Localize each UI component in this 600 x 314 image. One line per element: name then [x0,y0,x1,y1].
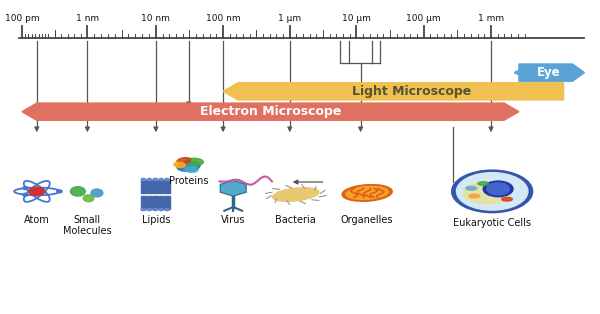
Ellipse shape [502,197,512,201]
Text: 100 nm: 100 nm [206,14,241,23]
Bar [165,181,170,193]
Text: 1 mm: 1 mm [478,14,504,23]
Circle shape [159,178,163,181]
Ellipse shape [342,185,392,201]
Bar [147,181,152,193]
Text: Light Microscope: Light Microscope [352,85,471,98]
Ellipse shape [272,188,319,201]
Text: Organelles: Organelles [341,215,394,225]
Circle shape [483,181,513,197]
Circle shape [29,187,45,196]
Bar [159,181,164,193]
Circle shape [153,178,157,181]
Bar [153,181,158,193]
Text: Electron Microscope: Electron Microscope [200,105,341,118]
Circle shape [141,178,145,181]
Polygon shape [223,83,563,100]
Circle shape [57,190,62,193]
Bar [147,196,152,208]
Circle shape [165,208,169,211]
Circle shape [23,187,28,190]
Ellipse shape [469,194,479,198]
Text: Proteins: Proteins [169,176,208,186]
Circle shape [147,208,151,211]
Circle shape [147,178,151,181]
Polygon shape [22,103,519,120]
Text: Bacteria: Bacteria [275,215,316,225]
Ellipse shape [185,158,203,165]
Ellipse shape [174,162,185,167]
Text: 10 nm: 10 nm [142,14,170,23]
Polygon shape [519,64,584,81]
Text: Small
Molecules: Small Molecules [63,215,112,236]
Bar [141,196,146,208]
Bar [159,196,164,208]
Text: Eukaryotic Cells: Eukaryotic Cells [453,218,531,228]
Circle shape [23,193,28,196]
Circle shape [457,173,528,210]
Text: 100 pm: 100 pm [5,14,39,23]
Text: 1 nm: 1 nm [76,14,99,23]
Ellipse shape [177,158,191,164]
Text: Atom: Atom [24,215,50,225]
Ellipse shape [177,161,200,171]
Ellipse shape [464,182,511,204]
Text: 1 μm: 1 μm [278,14,301,23]
Text: Eye: Eye [537,66,560,79]
Ellipse shape [478,182,488,186]
Circle shape [153,208,157,211]
Ellipse shape [83,195,94,202]
Text: Virus: Virus [221,215,245,225]
Text: 100 μm: 100 μm [406,14,441,23]
Ellipse shape [466,187,476,190]
Polygon shape [220,181,246,196]
Circle shape [165,178,169,181]
Circle shape [141,208,145,211]
Bar [165,196,170,208]
Circle shape [159,208,163,211]
Ellipse shape [91,189,103,197]
Text: 10 μm: 10 μm [342,14,371,23]
Bar [153,196,158,208]
Circle shape [452,170,533,213]
Ellipse shape [185,167,198,172]
Bar [141,181,146,193]
Ellipse shape [346,187,388,199]
Circle shape [487,183,509,195]
Text: Lipids: Lipids [142,215,170,225]
Ellipse shape [70,187,85,196]
